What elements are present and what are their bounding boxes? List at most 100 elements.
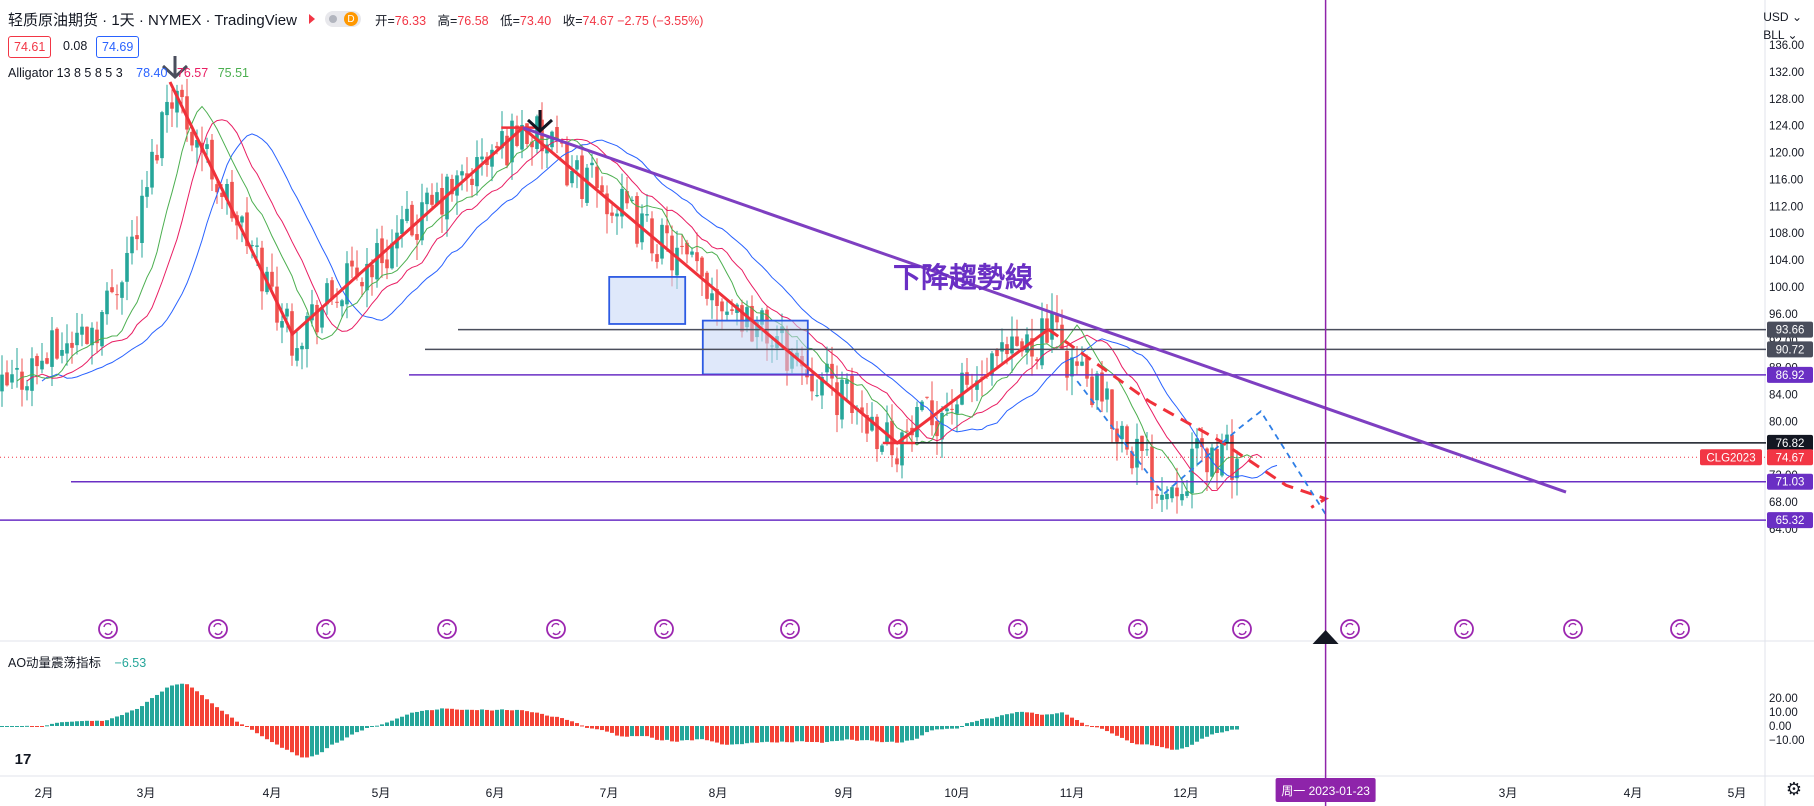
ao-bar [140, 706, 144, 726]
candle-body [1210, 447, 1214, 477]
ao-bar [795, 726, 799, 742]
ao-bar [725, 726, 729, 745]
rollover-icon [437, 619, 457, 639]
ao-legend[interactable]: AO动量震荡指标 −6.53 [8, 652, 146, 671]
candle-body [1085, 358, 1089, 379]
x-tick-label: 8月 [709, 786, 728, 800]
candle-body [10, 374, 14, 383]
candle-body [165, 101, 169, 116]
level-label: 86.92 [1776, 370, 1805, 382]
ao-bar [780, 726, 784, 742]
ao-bar [220, 710, 224, 726]
ao-bar [115, 716, 119, 726]
x-tick-label: 3月 [137, 786, 156, 800]
candle-body [35, 355, 39, 367]
ao-bar [110, 718, 114, 726]
y-tick-label: 136.00 [1769, 40, 1804, 52]
ao-bar [25, 725, 29, 727]
ao-bar [865, 726, 869, 741]
candle-body [1015, 336, 1019, 346]
candle-body [450, 178, 454, 195]
ao-bar [440, 708, 444, 726]
candle-body [205, 144, 209, 149]
candle-body [1010, 336, 1014, 354]
candle-body [575, 160, 579, 170]
ao-bar [105, 720, 109, 726]
alligator-legend[interactable]: Alligator 13 8 5 8 5 3 78.40 76.57 75.51 [8, 66, 249, 80]
ao-bar [690, 726, 694, 741]
ao-bar [670, 726, 674, 742]
ao-bar [155, 694, 159, 726]
y-tick-label: 96.00 [1769, 309, 1798, 321]
ao-bar [845, 726, 849, 740]
ao-bar [650, 726, 654, 738]
candle-body [725, 311, 729, 315]
ao-bar [1130, 726, 1134, 743]
candle-body [835, 382, 839, 416]
ao-bar [565, 719, 569, 726]
ao-bar [1000, 715, 1004, 726]
dot-icon [328, 15, 337, 23]
spread-value: 0.08 [63, 39, 88, 53]
last-price-tag-bg [1767, 449, 1813, 466]
candle-body [505, 135, 509, 166]
candle-body [620, 188, 624, 217]
flag-icon[interactable] [308, 14, 315, 24]
tradingview-logo[interactable]: 17 [14, 750, 32, 768]
ao-bar [510, 710, 514, 726]
ao-bar [335, 726, 339, 743]
ao-bar [80, 721, 84, 726]
candle-body [1055, 314, 1059, 323]
ao-bar [1185, 726, 1189, 748]
ao-bar [630, 726, 634, 737]
ao-bar [310, 726, 314, 757]
ao-bar [345, 726, 349, 738]
ao-bar [1160, 726, 1164, 748]
ao-bar [975, 720, 979, 726]
candle-body [375, 243, 379, 280]
ao-bar [385, 722, 389, 726]
candle-body [630, 199, 634, 202]
bid-price[interactable]: 74.61 [8, 36, 52, 58]
ask-price[interactable]: 74.69 [96, 36, 140, 58]
candle-body [730, 309, 734, 311]
ao-bar [460, 709, 464, 726]
ao-bar [320, 726, 324, 753]
ohlc-low: 73.40 [519, 13, 552, 28]
y-tick-label: 124.00 [1769, 121, 1804, 133]
gear-icon[interactable]: ⚙ [1785, 779, 1802, 799]
level-label-bg [1767, 434, 1813, 451]
x-tick-label: 10月 [944, 786, 969, 800]
candle-body [705, 272, 709, 299]
candle-body [410, 204, 414, 236]
ao-bar [710, 726, 714, 742]
ao-bar [800, 726, 804, 742]
ohlc-high-label: 高= [437, 13, 458, 28]
ao-bar [570, 721, 574, 726]
candle-body [915, 406, 919, 438]
level-label-bg [1767, 473, 1813, 490]
symbol-title[interactable]: 轻质原油期货 · 1天 · NYMEX · TradingView [8, 11, 297, 29]
candle-body [595, 166, 599, 189]
ao-bar [990, 718, 994, 726]
ao-bar [860, 726, 864, 741]
candle-body [425, 192, 429, 205]
data-toggle[interactable]: D [324, 11, 361, 27]
ao-bar [190, 687, 194, 726]
candle-body [430, 194, 434, 205]
x-tick-label: 9月 [835, 786, 854, 800]
ao-bar [1180, 726, 1184, 749]
ao-bar [900, 726, 904, 743]
ao-bar [970, 722, 974, 726]
level-label: 90.72 [1776, 344, 1805, 356]
rollover-icon [780, 619, 800, 639]
x-tick-label: 11月 [1060, 786, 1084, 800]
currency-selector[interactable]: USD ⌄ BLL ⌄ [1763, 8, 1802, 44]
ao-bar [325, 726, 329, 749]
candle-body [520, 124, 524, 150]
alligator-teeth-line [26, 119, 1263, 492]
candle-body [720, 301, 724, 312]
ao-bar [330, 726, 334, 745]
ao-bar [245, 726, 249, 727]
